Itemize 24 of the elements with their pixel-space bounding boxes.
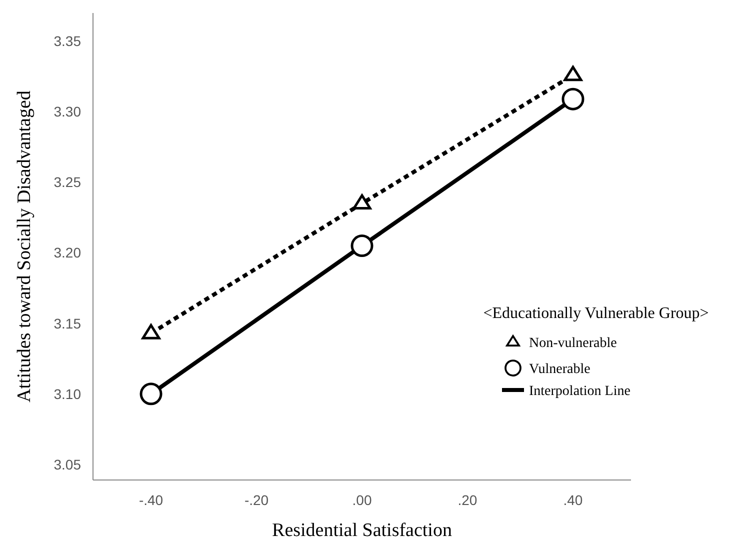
y-tick-label: 3.25 — [54, 174, 82, 190]
y-tick-label: 3.10 — [54, 386, 82, 402]
x-tick-label: .20 — [458, 492, 478, 508]
y-tick-label: 3.35 — [54, 33, 82, 50]
x-tick-label: .40 — [563, 492, 583, 508]
annotation: Interpolation Line — [529, 384, 630, 399]
point — [562, 88, 584, 110]
y-tick-label: 3.05 — [54, 456, 82, 472]
point — [564, 66, 582, 82]
y-tick-label: 3.30 — [54, 104, 82, 120]
legend-label: Vulnerable — [529, 362, 590, 377]
y-axis-title: Attitudes toward Socially Disadvantaged — [14, 90, 35, 402]
legend-title: <Educationally Vulnerable Group> — [483, 305, 709, 322]
point — [140, 382, 162, 406]
x-tick-label: -.40 — [138, 492, 164, 508]
y-tick-label: 3.15 — [54, 315, 82, 332]
legend-label: Non-vulnerable — [529, 336, 617, 351]
point — [352, 194, 372, 210]
x-tick-label: -.20 — [244, 492, 269, 508]
x-axis-title: Residential Satisfaction — [272, 520, 452, 540]
point — [142, 324, 160, 340]
y-tick-label: 3.20 — [54, 244, 82, 261]
x-tick-label: .00 — [352, 492, 372, 508]
point — [350, 234, 374, 258]
